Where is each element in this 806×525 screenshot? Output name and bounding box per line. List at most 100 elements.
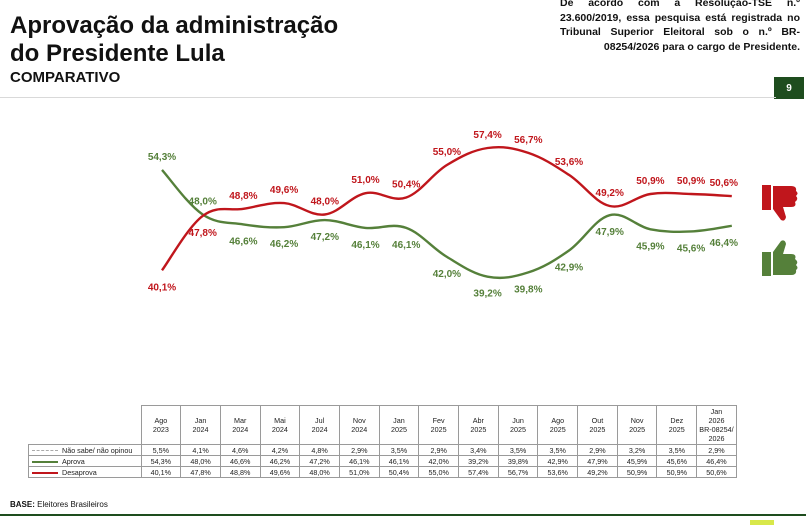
table-cell: 3,5% [537,444,579,456]
table-column-header: Ago 2025 [537,405,579,445]
table-cell: 2,9% [696,444,737,456]
tse-registration-notice: De acordo com a Resolução-TSE n.º 23.600… [560,0,800,53]
approve-data-label: 42,9% [555,263,583,274]
page-title-line-1: Aprovação da administração [10,12,339,39]
disapprove-data-label: 49,2% [596,188,624,199]
approve-data-label: 47,9% [596,227,624,238]
table-cell: 3,4% [458,444,499,456]
table-column-header: Mar 2024 [219,405,261,445]
disapprove-data-label: 57,4% [473,130,501,141]
table-cell: 51,0% [338,466,380,478]
legend-swatch [32,471,58,474]
approve-data-label: 45,9% [636,241,664,252]
table-cell: 40,1% [140,466,182,478]
table-row: Desaprova 40,1% 47,8% 48,8% 49,6% 48,0% 51,0% 5… [28,466,737,478]
page-subtitle: COMPARATIVO [10,69,121,86]
thumbs-down-icon [762,185,798,221]
disapprove-data-label: 40,1% [148,282,176,293]
table-cell: 46,1% [378,455,420,467]
table-column-header: Mai 2024 [259,405,301,445]
table-cell: 4,2% [259,444,301,456]
disapprove-data-label: 49,6% [270,185,298,196]
table-cell: 56,7% [497,466,539,478]
disapprove-data-label: 50,9% [677,176,705,187]
base-value: Eleitores Brasileiros [37,500,108,509]
table-header-row: Ago 2023 Jan 2024 Mar 2024 Mai 2024 Jul 2024 Nov 20… [28,405,737,445]
table-cell: 39,8% [497,455,539,467]
table-cell: 49,2% [577,466,618,478]
table-row: Aprova 54,3% 48,0% 46,6% 46,2% 47,2% 46,1% 46,1… [28,455,737,467]
table-column-header: Nov 2025 [616,405,658,445]
table-cell: 55,0% [418,466,459,478]
table-cell: 4,6% [219,444,261,456]
disapprove-data-label: 50,4% [392,180,420,191]
table-cell: 57,4% [458,466,499,478]
table-cell: 46,4% [696,455,737,467]
disapprove-data-label: 53,6% [555,157,583,168]
footer-accent-bar [750,520,774,525]
disapprove-series-line [161,145,732,272]
table-cell: 46,2% [259,455,301,467]
approve-data-label: 54,3% [148,152,176,163]
table-cell: 48,8% [219,466,261,478]
legend-swatch [32,460,58,463]
table-cell: 50,9% [616,466,658,478]
disapprove-data-label: 50,6% [710,178,738,189]
table-cell: 4,8% [299,444,340,456]
table-corner [28,405,142,445]
approve-data-label: 39,2% [473,289,501,300]
table-row-label: Desaprova [28,466,142,478]
legend-swatch [32,450,58,452]
table-cell: 47,8% [180,466,221,478]
table-cell: 2,9% [338,444,380,456]
table-cell: 3,2% [616,444,658,456]
table-cell: 50,9% [656,466,698,478]
table-cell: 3,5% [497,444,539,456]
approve-data-label: 46,1% [351,240,379,251]
base-label: BASE: [10,500,35,509]
approve-data-label: 46,1% [392,240,420,251]
approve-series-line [161,169,732,280]
approve-data-label: 47,2% [311,232,339,243]
disapprove-data-label: 47,8% [189,228,217,239]
table-cell: 5,5% [140,444,182,456]
table-column-header: Nov 2024 [338,405,380,445]
table-column-header: Jan 2025 [378,405,420,445]
table-row-label: Aprova [28,455,142,467]
base-note: BASE: Eleitores Brasileiros [10,500,108,509]
disapprove-data-label: 55,0% [433,147,461,158]
table-cell: 45,6% [656,455,698,467]
data-labels: 54,3% 48,0% 46,6% 46,2% 47,2% 46,1% 46,1% 42,0%… [148,130,738,300]
table-cell: 42,0% [418,455,459,467]
table-column-header: Jul 2024 [299,405,340,445]
approval-line-chart: 54,3% 48,0% 46,6% 46,2% 47,2% 46,1% 46,1% 42,0%… [148,130,798,300]
header-divider [0,97,776,98]
table-row: Não sabe/ não opinou 5,5% 4,1% 4,6% 4,2% 4,8%… [28,444,737,456]
table-cell: 48,0% [299,466,340,478]
table-column-header: Abr 2025 [458,405,499,445]
disapprove-data-label: 51,0% [351,175,379,186]
disapprove-data-label: 56,7% [514,135,542,146]
table-cell: 54,3% [140,455,182,467]
table-cell: 4,1% [180,444,221,456]
table-cell: 47,2% [299,455,340,467]
table-cell: 50,6% [696,466,737,478]
page-title: Aprovação da administração do Presidente… [10,12,338,68]
table-column-header: Fev 2025 [418,405,459,445]
table-column-header: Jun 2025 [497,405,539,445]
table-cell: 42,9% [537,455,579,467]
table-cell: 2,9% [577,444,618,456]
disapprove-data-label: 48,8% [229,191,257,202]
approve-data-label: 46,6% [229,236,257,247]
table-cell: 53,6% [537,466,579,478]
footer-divider [0,514,806,516]
table-column-header: Out 2025 [577,405,618,445]
results-table: Ago 2023 Jan 2024 Mar 2024 Mai 2024 Jul 2024 Nov 20… [28,405,737,478]
approve-data-label: 39,8% [514,284,542,295]
table-column-header: Ago 2023 [140,405,182,445]
table-cell: 46,6% [219,455,261,467]
table-cell: 2,9% [418,444,459,456]
page-number-badge: 9 [774,77,804,99]
table-cell: 46,1% [338,455,380,467]
table-cell: 50,4% [378,466,420,478]
